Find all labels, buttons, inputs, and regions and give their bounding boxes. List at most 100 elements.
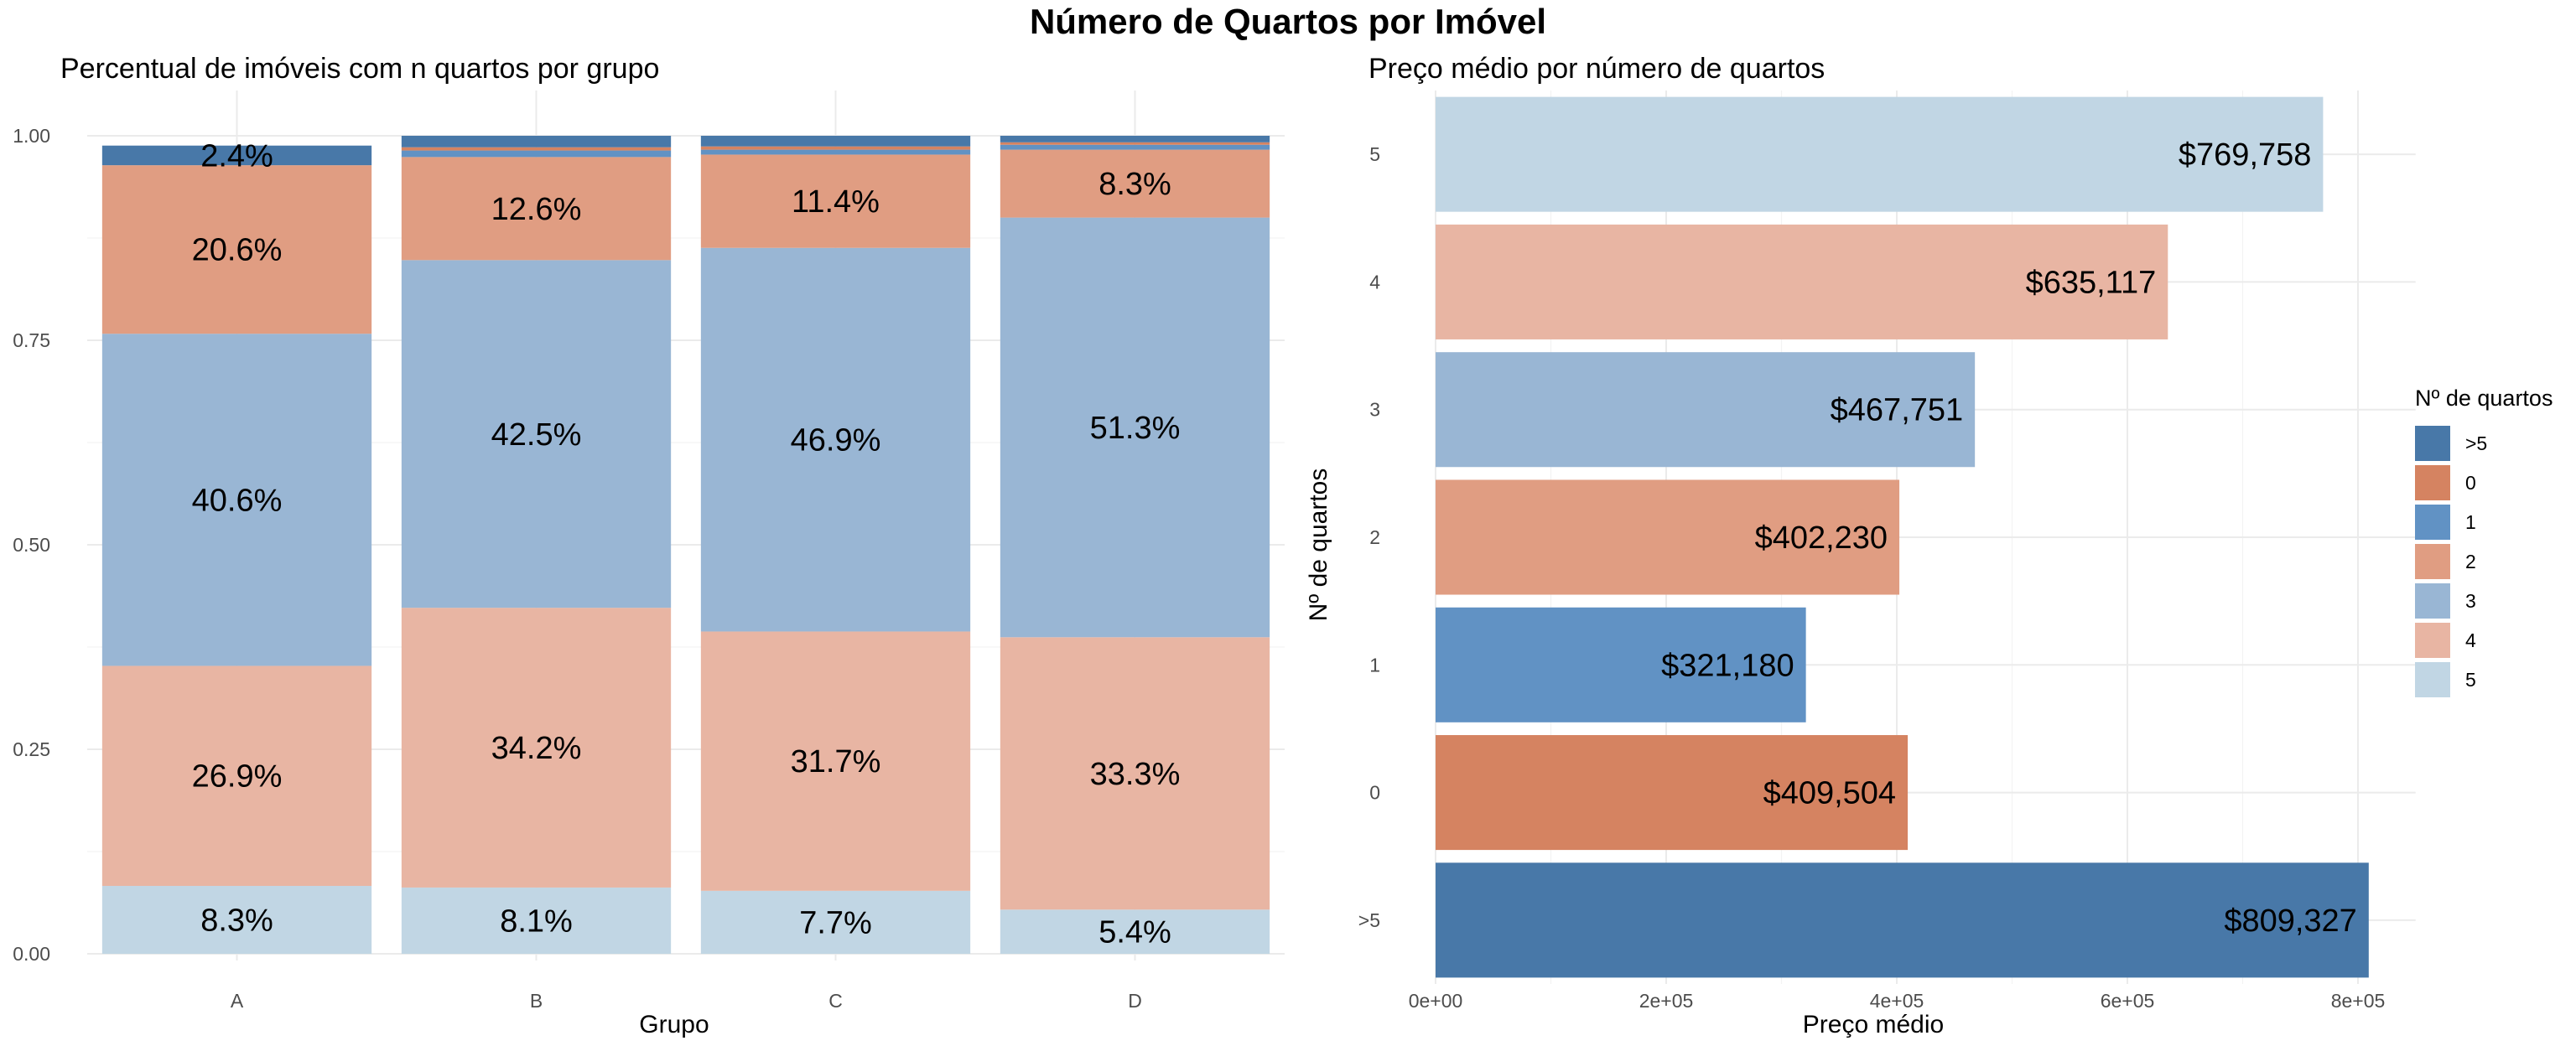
bar-segment-B-2 (401, 157, 672, 261)
left-bar-labels: 8.3% 26.9% 40.6% 20.6% 2.4% 8.1% 34.2% 42.5% 12.… (192, 138, 1181, 950)
legend-label-0: 0 (2465, 472, 2476, 494)
bar-label-C-5: 7.7% (799, 905, 872, 940)
right-x-tick: 2e+05 (1639, 990, 1694, 1012)
bar-label-D-3: 51.3% (1090, 411, 1181, 446)
bar-segment-B-0 (401, 147, 672, 151)
bar-label-D-2: 8.3% (1098, 167, 1171, 202)
right-x-tick: 0e+00 (1409, 990, 1463, 1012)
legend-key-4 (2415, 623, 2450, 658)
left-x-tick: C (828, 990, 843, 1012)
bar-segment-D-3 (1000, 217, 1270, 638)
bar-segment-C-1 (700, 149, 971, 155)
left-y-tick: 0.00 (13, 943, 50, 965)
legend-key-3 (2415, 583, 2450, 619)
bar-label-A-3: 40.6% (192, 483, 283, 518)
bar-segment-B-4 (401, 608, 672, 888)
legend-key-0 (2415, 465, 2450, 500)
left-chart-title: Percentual de imóveis com n quartos por … (60, 53, 659, 85)
right-y-tick: 1 (1369, 654, 1380, 676)
left-y-ticks: 0.00 0.25 0.50 0.75 1.00 (13, 125, 50, 965)
right-y-tick: 5 (1369, 143, 1380, 165)
bar-label-B-2: 12.6% (491, 192, 582, 227)
right-y-axis-title: Nº de quartos (1305, 469, 1332, 622)
bar-label-B-4: 34.2% (491, 731, 582, 766)
bar-segment-C-2 (700, 154, 971, 248)
bar-segment-A-gt5 (101, 145, 372, 166)
left-x-axis-title: Grupo (639, 1011, 709, 1038)
right-x-ticks: 0e+00 2e+05 4e+05 6e+05 8e+05 (1409, 990, 2386, 1012)
legend-items: >5 0 1 2 3 4 5 (2415, 426, 2487, 697)
legend-label-1: 1 (2465, 511, 2476, 533)
legend-label-4: 4 (2465, 629, 2476, 651)
price-label-5: $769,758 (2179, 137, 2312, 173)
right-y-ticks: >5 0 1 2 3 4 5 (1358, 143, 1380, 931)
left-y-tick: 0.50 (13, 534, 50, 556)
bar-segment-C-gt5 (700, 136, 971, 147)
price-bar-2 (1436, 479, 1900, 595)
right-chart-title: Preço médio por número de quartos (1368, 53, 1825, 85)
bar-label-C-4: 31.7% (791, 744, 881, 779)
right-x-tick: 4e+05 (1870, 990, 1924, 1012)
bar-segment-C-4 (700, 631, 971, 891)
bar-segment-C-5 (700, 890, 971, 954)
horizontal-bar-chart: Preço médio por número de quartos $809,3… (1305, 53, 2416, 1038)
bar-segment-D-gt5 (1000, 136, 1270, 142)
bar-label-D-5: 5.4% (1098, 915, 1171, 950)
bar-segment-A-5 (101, 885, 372, 954)
bar-label-B-5: 8.1% (500, 904, 573, 939)
bar-label-A-2: 20.6% (192, 233, 283, 268)
left-y-tick: 1.00 (13, 125, 50, 147)
left-x-tick: A (231, 990, 244, 1012)
price-label-0: $409,504 (1763, 776, 1897, 811)
left-y-tick: 0.75 (13, 329, 50, 351)
bar-segment-A-4 (101, 665, 372, 886)
stacked-bar-chart: Percentual de imóveis com n quartos por … (13, 53, 1285, 1038)
bar-label-C-2: 11.4% (792, 184, 880, 220)
bar-segment-B-1 (401, 150, 672, 158)
legend-label-gt5: >5 (2465, 432, 2487, 454)
bar-segment-B-gt5 (401, 136, 672, 148)
bar-label-B-3: 42.5% (491, 417, 582, 453)
left-x-tick: B (530, 990, 543, 1012)
right-y-tick: 2 (1369, 526, 1380, 548)
bar-segment-C-3 (700, 247, 971, 632)
left-x-tick: D (1128, 990, 1142, 1012)
price-bar-4 (1436, 224, 2168, 339)
price-label-2: $402,230 (1755, 520, 1888, 556)
bar-label-C-3: 46.9% (791, 423, 881, 458)
bar-segment-D-0 (1000, 142, 1270, 145)
bar-segment-A-3 (101, 334, 372, 666)
bar-segment-D-5 (1000, 909, 1270, 954)
legend-key-gt5 (2415, 426, 2450, 461)
left-bars (101, 136, 1270, 954)
legend-key-1 (2415, 505, 2450, 540)
price-bar-gt5 (1436, 862, 2369, 978)
legend-key-2 (2415, 544, 2450, 579)
price-label-4: $635,117 (2026, 265, 2157, 300)
bar-segment-C-0 (700, 146, 971, 150)
bar-segment-B-3 (401, 260, 672, 608)
right-x-tick: 8e+05 (2331, 990, 2386, 1012)
price-label-3: $467,751 (1831, 393, 1964, 428)
legend-label-3: 3 (2465, 590, 2476, 612)
bar-segment-B-5 (401, 887, 672, 954)
price-bar-0 (1436, 735, 1909, 851)
bar-segment-D-2 (1000, 149, 1270, 218)
right-bar-labels: $809,327 $409,504 $321,180 $402,230 $467,751… (1661, 137, 2357, 939)
bar-label-D-4: 33.3% (1090, 757, 1181, 792)
right-y-tick: 4 (1369, 271, 1380, 293)
right-y-tick: >5 (1358, 909, 1380, 931)
legend-label-5: 5 (2465, 669, 2476, 691)
left-x-ticks: A B C D (231, 990, 1142, 1012)
right-bars (1436, 96, 2369, 978)
legend-label-2: 2 (2465, 551, 2476, 572)
bar-label-A-5: 8.3% (200, 903, 273, 938)
bar-segment-D-4 (1000, 637, 1270, 910)
bar-segment-A-2 (101, 165, 372, 334)
left-y-tick: 0.25 (13, 738, 50, 760)
right-x-axis-title: Preço médio (1803, 1011, 1944, 1038)
main-title: Número de Quartos por Imóvel (1029, 2, 1547, 41)
price-label-1: $321,180 (1661, 648, 1794, 683)
legend: Nº de quartos >5 0 1 2 3 4 5 (2415, 386, 2553, 697)
